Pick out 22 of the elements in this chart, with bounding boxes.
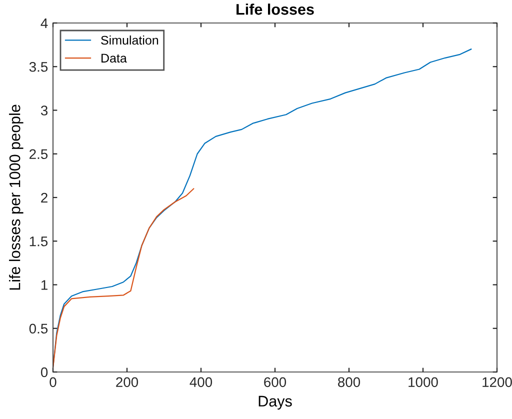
- y-tick-label: 1.5: [30, 236, 48, 246]
- y-tick-label: 2: [41, 192, 48, 203]
- x-axis-title: Days: [258, 396, 292, 410]
- y-tick-label: 0: [40, 367, 48, 378]
- x-tick-label: 800: [338, 377, 360, 388]
- y-axis-title: Life losses per 1000 people: [9, 104, 24, 290]
- x-tick-label: 200: [116, 377, 138, 388]
- y-tick-label: 4: [40, 18, 48, 28]
- legend-label: Data: [102, 54, 127, 63]
- x-tick-label: 600: [264, 377, 286, 388]
- x-tick-label: 0: [50, 377, 56, 388]
- y-tick-label: 3: [40, 106, 48, 116]
- x-tick-label: 1000: [408, 377, 438, 388]
- y-tick-label: 3.5: [29, 62, 48, 72]
- y-tick-label: 2.5: [30, 149, 48, 160]
- chart-title: Life losses: [236, 4, 314, 15]
- y-tick-label: 0.5: [29, 324, 48, 334]
- line-series: [53, 188, 194, 368]
- y-tick-label: 1: [41, 280, 48, 290]
- x-tick-label: 1200: [482, 377, 512, 388]
- x-tick-label: 400: [190, 377, 212, 388]
- legend-label: Simulation: [101, 36, 158, 45]
